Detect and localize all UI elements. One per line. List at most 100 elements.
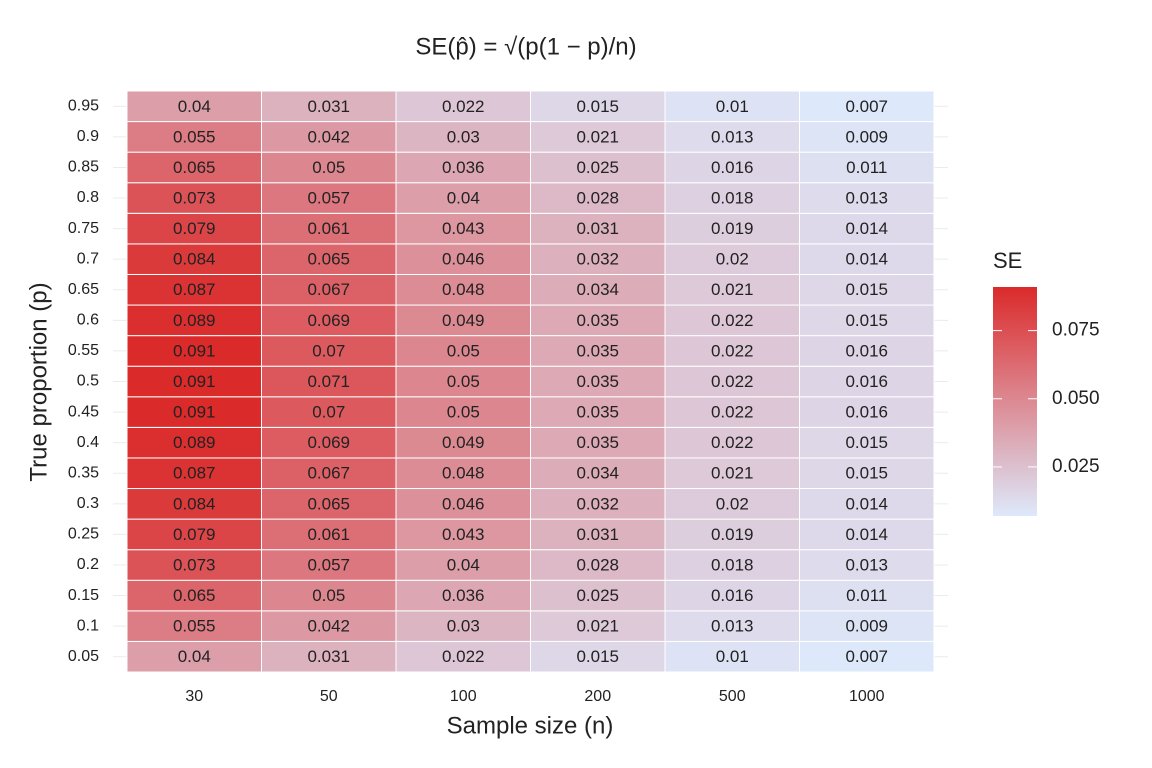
cell-label: 0.055	[173, 127, 216, 146]
heat-cell	[530, 335, 666, 367]
cell-label: 0.015	[576, 647, 619, 666]
cell-label: 0.011	[846, 586, 887, 605]
cell-label: 0.014	[845, 250, 888, 269]
heat-cell	[664, 273, 800, 306]
cell-label: 0.013	[711, 617, 754, 636]
heat-cell	[799, 457, 935, 490]
heat-cell	[799, 121, 935, 153]
heat-cell	[261, 579, 397, 612]
y-tick-label: 0.3	[77, 495, 99, 512]
cell-label: 0.087	[173, 464, 216, 483]
heat-cell	[664, 488, 800, 520]
cell-label: 0.016	[711, 158, 754, 177]
heat-cell	[664, 426, 800, 459]
cell-label: 0.014	[845, 219, 888, 238]
heat-cell	[530, 488, 666, 520]
heat-cell	[261, 488, 397, 520]
cell-label: 0.057	[307, 189, 350, 208]
cell-label: 0.015	[845, 311, 888, 330]
heat-cell	[261, 426, 397, 459]
cell-label: 0.015	[576, 97, 619, 116]
cell-label: 0.035	[576, 341, 619, 360]
heat-cell	[126, 243, 262, 275]
cell-label: 0.013	[845, 189, 888, 208]
cell-label: 0.022	[711, 403, 754, 422]
cell-label: 0.091	[173, 341, 216, 360]
cell-label: 0.015	[845, 464, 888, 483]
cell-label: 0.016	[845, 341, 888, 360]
heat-cell	[664, 640, 800, 673]
heat-cell	[261, 518, 397, 551]
heat-cell	[395, 182, 531, 214]
cell-label: 0.014	[845, 525, 888, 544]
heat-cell	[261, 335, 397, 367]
cell-label: 0.046	[442, 250, 485, 269]
cell-label: 0.04	[447, 555, 480, 574]
cell-label: 0.071	[307, 372, 350, 391]
cell-label: 0.042	[307, 127, 350, 146]
cell-label: 0.02	[716, 494, 749, 513]
legend-title: SE	[993, 248, 1022, 273]
heat-cell	[799, 365, 935, 398]
cell-label: 0.089	[173, 433, 216, 452]
cell-label: 0.04	[447, 189, 480, 208]
cell-label: 0.007	[845, 647, 888, 666]
y-tick-label: 0.2	[77, 556, 99, 573]
cell-label: 0.087	[173, 280, 216, 299]
colorbar-tick-label: 0.025	[1052, 456, 1100, 477]
cell-label: 0.031	[307, 97, 350, 116]
heat-cell	[126, 365, 262, 398]
heat-cell	[799, 182, 935, 214]
heat-cell	[799, 243, 935, 275]
heat-cell	[799, 579, 935, 612]
cell-label: 0.02	[716, 250, 749, 269]
cell-label: 0.028	[576, 189, 619, 208]
cell-label: 0.049	[442, 433, 485, 452]
colorbar-tick-label: 0.050	[1052, 388, 1100, 409]
y-tick-label: 0.55	[68, 342, 99, 359]
y-tick-label: 0.45	[68, 403, 99, 420]
cell-label: 0.034	[576, 280, 619, 299]
cell-label: 0.031	[307, 647, 350, 666]
cell-label: 0.046	[442, 494, 485, 513]
heat-cell	[261, 121, 397, 153]
heat-cell	[530, 518, 666, 551]
heat-cell	[126, 273, 262, 306]
cell-label: 0.061	[307, 525, 350, 544]
cell-label: 0.05	[312, 158, 345, 177]
heat-cell	[126, 121, 262, 153]
heat-cell	[530, 396, 666, 428]
cell-label: 0.021	[576, 127, 619, 146]
cell-label: 0.067	[307, 280, 350, 299]
cell-label: 0.007	[845, 97, 888, 116]
cell-label: 0.01	[716, 647, 749, 666]
heat-cell	[261, 549, 397, 581]
cell-label: 0.03	[447, 127, 480, 146]
x-axis-title: Sample size (n)	[447, 712, 614, 739]
y-axis-title: True proportion (p)	[25, 282, 52, 481]
cell-label: 0.089	[173, 311, 216, 330]
heat-cell	[261, 396, 397, 428]
y-tick-label: 0.6	[77, 312, 99, 329]
cell-label: 0.035	[576, 311, 619, 330]
cell-label: 0.065	[173, 158, 216, 177]
cell-label: 0.055	[173, 617, 216, 636]
cell-label: 0.031	[576, 219, 619, 238]
y-tick-label: 0.15	[68, 587, 99, 604]
chart-title: SE(p̂) = √(p(1 − p)/n)	[415, 33, 636, 60]
heat-cell	[799, 90, 935, 123]
heat-cell	[395, 151, 531, 184]
cell-label: 0.035	[576, 433, 619, 452]
cell-label: 0.019	[711, 525, 754, 544]
heat-cell	[126, 90, 262, 123]
heat-cell	[395, 518, 531, 551]
y-tick-label: 0.05	[68, 648, 99, 665]
cell-label: 0.067	[307, 464, 350, 483]
x-tick-label: 500	[719, 688, 746, 705]
heat-cell	[664, 304, 800, 337]
cell-label: 0.022	[711, 341, 754, 360]
heat-cell	[126, 396, 262, 428]
heat-cell	[530, 610, 666, 642]
heat-cell	[530, 457, 666, 490]
